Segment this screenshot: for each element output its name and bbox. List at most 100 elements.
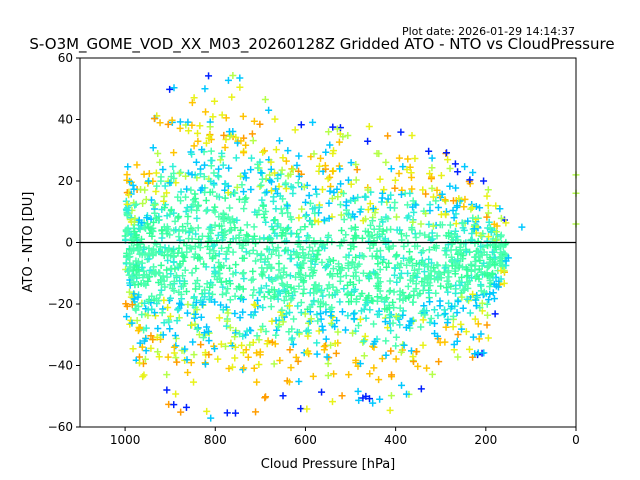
data-point bbox=[145, 255, 153, 263]
data-point bbox=[192, 264, 200, 272]
data-point bbox=[371, 209, 379, 217]
data-point bbox=[322, 301, 330, 309]
data-point bbox=[200, 260, 208, 268]
data-point bbox=[458, 263, 466, 271]
data-point bbox=[369, 239, 377, 247]
data-point bbox=[213, 192, 221, 200]
data-point bbox=[136, 339, 144, 347]
data-point bbox=[257, 250, 265, 258]
data-point bbox=[410, 287, 418, 295]
data-point bbox=[465, 297, 473, 305]
data-point bbox=[195, 282, 203, 290]
data-point bbox=[207, 279, 215, 287]
data-point bbox=[252, 239, 260, 247]
data-point bbox=[255, 336, 263, 344]
data-point bbox=[272, 331, 280, 339]
data-point bbox=[303, 405, 311, 413]
data-point bbox=[226, 204, 234, 212]
data-point bbox=[151, 312, 159, 320]
data-point bbox=[436, 338, 444, 346]
data-point bbox=[474, 247, 482, 255]
data-point bbox=[463, 248, 471, 256]
data-point bbox=[132, 262, 140, 270]
data-point bbox=[297, 299, 305, 307]
data-point bbox=[172, 226, 180, 234]
data-point bbox=[255, 206, 263, 214]
data-point bbox=[276, 137, 284, 145]
data-point bbox=[200, 329, 208, 337]
data-point bbox=[238, 341, 246, 349]
data-point bbox=[425, 147, 433, 155]
data-point bbox=[271, 340, 279, 348]
data-point bbox=[191, 190, 199, 198]
data-point bbox=[425, 246, 433, 254]
data-point bbox=[295, 282, 303, 290]
data-point bbox=[336, 165, 344, 173]
data-point bbox=[215, 314, 223, 322]
data-point bbox=[304, 326, 312, 334]
data-point bbox=[206, 283, 214, 291]
data-point bbox=[177, 188, 185, 196]
data-point bbox=[391, 184, 399, 192]
data-point bbox=[426, 207, 434, 215]
data-point bbox=[261, 96, 269, 104]
data-point bbox=[337, 266, 345, 274]
data-point bbox=[398, 381, 406, 389]
data-point bbox=[181, 345, 189, 353]
data-point bbox=[443, 149, 451, 157]
data-point bbox=[454, 330, 462, 338]
data-point bbox=[240, 188, 248, 196]
data-point bbox=[203, 323, 211, 331]
data-point bbox=[154, 348, 162, 356]
data-point bbox=[393, 226, 401, 234]
data-point bbox=[449, 197, 457, 205]
data-point bbox=[421, 231, 429, 239]
data-point bbox=[282, 246, 290, 254]
data-point bbox=[356, 208, 364, 216]
data-point bbox=[326, 141, 334, 149]
data-point bbox=[219, 209, 227, 217]
data-point bbox=[396, 321, 404, 329]
data-point bbox=[373, 297, 381, 305]
data-point bbox=[173, 317, 181, 325]
data-point bbox=[237, 172, 245, 180]
data-point bbox=[402, 232, 410, 240]
data-point bbox=[197, 186, 205, 194]
data-point bbox=[205, 351, 213, 359]
data-point bbox=[386, 314, 394, 322]
data-point bbox=[430, 306, 438, 314]
data-point bbox=[164, 353, 172, 361]
data-point bbox=[483, 321, 491, 329]
data-point bbox=[319, 292, 327, 300]
data-point bbox=[216, 262, 224, 270]
data-point bbox=[446, 221, 454, 229]
data-point bbox=[205, 72, 213, 80]
data-point bbox=[249, 137, 257, 145]
data-point bbox=[427, 173, 435, 181]
data-point bbox=[286, 272, 294, 280]
data-point bbox=[297, 121, 305, 129]
data-point bbox=[417, 385, 425, 393]
data-point bbox=[226, 280, 234, 288]
data-point bbox=[324, 231, 332, 239]
data-point bbox=[334, 193, 342, 201]
data-point bbox=[337, 211, 345, 219]
data-point bbox=[143, 214, 151, 222]
data-point bbox=[295, 214, 303, 222]
data-point bbox=[231, 343, 239, 351]
data-point bbox=[387, 191, 395, 199]
data-point bbox=[240, 275, 248, 283]
data-point bbox=[248, 130, 256, 138]
data-point bbox=[317, 288, 325, 296]
data-point bbox=[338, 392, 346, 400]
data-point bbox=[425, 272, 433, 280]
data-point bbox=[254, 164, 262, 172]
data-point bbox=[384, 132, 392, 140]
data-point bbox=[428, 184, 436, 192]
data-point bbox=[477, 281, 485, 289]
data-point bbox=[336, 277, 344, 285]
data-point bbox=[158, 227, 166, 235]
data-point bbox=[318, 388, 326, 396]
data-point bbox=[324, 175, 332, 183]
data-point bbox=[168, 116, 176, 124]
